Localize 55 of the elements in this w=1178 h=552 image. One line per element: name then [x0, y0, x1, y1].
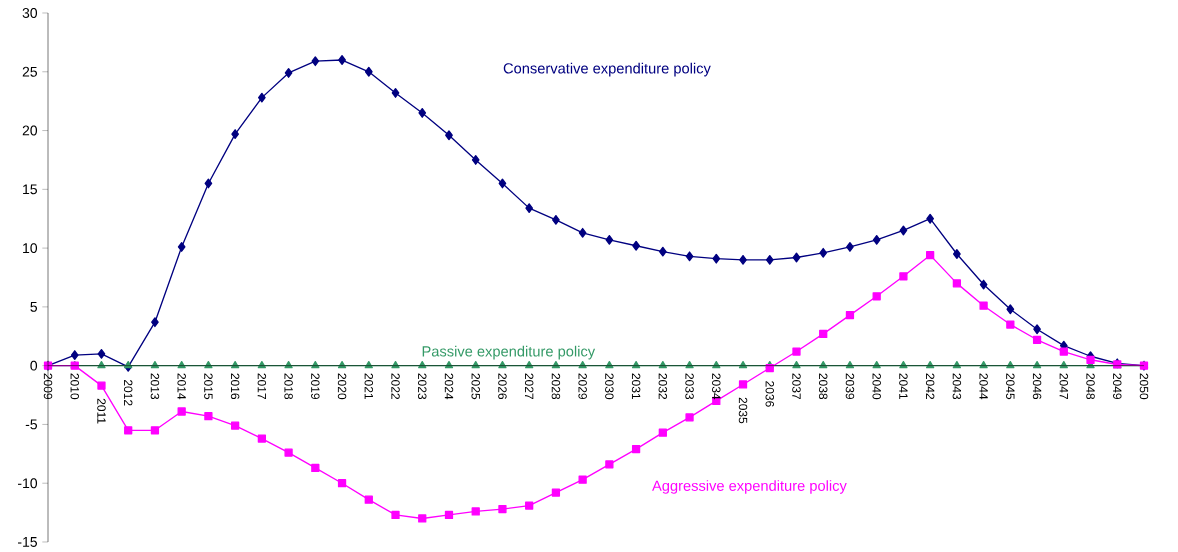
x-tick-label: 2032 — [658, 373, 668, 400]
x-tick-label: 2024 — [444, 373, 454, 400]
y-tick-label: -5 — [25, 419, 38, 430]
x-tick-label: 2018 — [284, 373, 293, 400]
x-tick-label: 2046 — [1032, 373, 1042, 400]
x-tick-label: 2041 — [899, 373, 908, 400]
text: Aggressive expenditure policy — [652, 480, 847, 494]
x-tick-label: 2012 — [123, 380, 133, 406]
x-tick-label: 2028 — [551, 373, 561, 400]
x-tick-label: 2047 — [1059, 373, 1069, 400]
x-tick-label: 2013 — [150, 373, 160, 400]
x-tick-label: 2015 — [204, 373, 213, 400]
x-tick-label: 2037 — [792, 373, 801, 400]
x-tick-label: 2036 — [765, 381, 775, 407]
x-tick-label: 2044 — [979, 373, 988, 400]
x-tick-label: 2019 — [311, 373, 320, 400]
x-tick-label: 2045 — [1006, 373, 1015, 400]
x-tick-label: 2040 — [872, 373, 881, 400]
y-tick-label: 30 — [22, 8, 38, 18]
x-tick-label: 2029 — [578, 373, 587, 400]
x-tick-label: 2035 — [738, 397, 748, 424]
x-tick-label: 2023 — [417, 373, 427, 400]
x-tick-label: 2048 — [1086, 373, 1095, 400]
x-tick-label: 2042 — [925, 373, 935, 400]
x-tick-label: 2022 — [391, 373, 400, 400]
y-tick-label: 0 — [30, 360, 38, 371]
y-tick-label: 20 — [22, 125, 38, 136]
x-tick-label: 2009 — [43, 373, 53, 400]
x-tick-label: 2050 — [1139, 373, 1149, 400]
y-tick-label: 10 — [23, 243, 38, 254]
x-tick-label: 2027 — [524, 373, 534, 400]
x-tick-label: 2031 — [631, 373, 641, 400]
x-tick-label: 2017 — [257, 373, 267, 400]
y-tick-label: 25 — [22, 66, 38, 77]
y-tick-label: 5 — [30, 302, 38, 312]
x-tick-label: 2025 — [471, 373, 480, 400]
x-tick-label: 2030 — [605, 373, 614, 400]
x-tick-label: 2021 — [364, 373, 374, 400]
y-tick-label: -15 — [18, 537, 38, 547]
y-tick-label: 15 — [23, 184, 38, 195]
x-tick-label: 2011 — [97, 398, 106, 424]
x-tick-label: 2016 — [230, 373, 240, 400]
y-tick-label: -10 — [18, 478, 38, 489]
x-tick-label: 2020 — [337, 373, 347, 400]
text: Conservative expenditure policy — [503, 62, 711, 77]
x-tick-label: 2039 — [845, 373, 855, 400]
x-tick-label: 2033 — [685, 373, 694, 400]
x-tick-label: 2038 — [818, 373, 828, 400]
series-label: Passive expenditure policy — [422, 345, 596, 360]
x-tick-label: 2010 — [70, 373, 79, 400]
x-tick-label: 2049 — [1113, 373, 1122, 400]
x-tick-label: 2026 — [498, 373, 507, 400]
x-tick-label: 2034 — [712, 373, 721, 400]
x-tick-label: 2014 — [177, 373, 186, 400]
x-tick-label: 2043 — [952, 373, 962, 400]
